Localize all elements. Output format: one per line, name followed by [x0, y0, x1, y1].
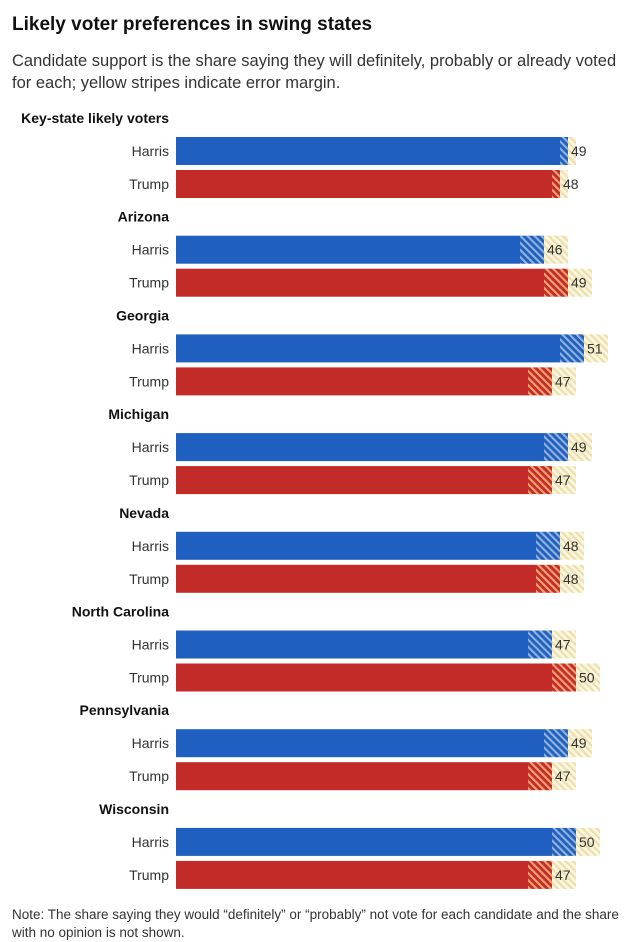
trump-value-label: 50: [579, 670, 595, 686]
trump-row-label: Trump: [129, 768, 169, 784]
trump-row-label: Trump: [129, 670, 169, 686]
harris-row-label: Harris: [132, 242, 169, 258]
trump-row-label: Trump: [129, 373, 169, 389]
trump-value-label: 47: [555, 768, 571, 784]
harris-value-label: 51: [587, 340, 603, 356]
trump-bar-uncertainty: [528, 367, 552, 396]
chart-subtitle: Candidate support is the share saying th…: [12, 52, 617, 92]
harris-value-label: 49: [571, 439, 587, 455]
harris-bar: [176, 531, 536, 560]
harris-value-label: 49: [571, 143, 587, 159]
trump-bar: [176, 170, 552, 198]
harris-bar-uncertainty: [544, 729, 568, 758]
state-label-arizona: Arizona: [118, 209, 170, 225]
trump-bar: [176, 564, 536, 593]
trump-value-label: 47: [555, 867, 571, 883]
state-label-north-carolina: North Carolina: [72, 604, 169, 620]
harris-row-label: Harris: [132, 439, 169, 455]
trump-bar-uncertainty: [528, 860, 552, 889]
trump-row-label: Trump: [129, 472, 169, 488]
trump-bar: [176, 466, 528, 495]
trump-bar-uncertainty: [536, 564, 560, 593]
harris-value-label: 48: [563, 538, 579, 554]
state-label-michigan: Michigan: [108, 406, 169, 422]
harris-value-label: 49: [571, 735, 587, 751]
harris-bar-uncertainty: [536, 531, 560, 560]
harris-bar: [176, 827, 552, 856]
state-label-georgia: Georgia: [116, 307, 169, 323]
chart-note: Note: The share saying they would “defin…: [12, 907, 619, 940]
harris-value-label: 50: [579, 834, 595, 850]
state-groups: Key-state likely voters Harris 49 Trump 48 Ar…: [21, 110, 608, 889]
harris-bar: [176, 729, 544, 758]
bar-chart: Key-state likely voters Harris 49 Trump 48 Ar…: [21, 110, 608, 889]
harris-value-label: 46: [547, 242, 563, 258]
state-label-key-state-likely-voters: Key-state likely voters: [21, 110, 169, 126]
trump-row-label: Trump: [129, 571, 169, 587]
harris-bar-uncertainty: [560, 137, 568, 165]
state-label-nevada: Nevada: [119, 505, 169, 521]
state-label-wisconsin: Wisconsin: [99, 801, 169, 817]
trump-value-label: 47: [555, 472, 571, 488]
harris-bar-uncertainty: [552, 827, 576, 856]
harris-bar-uncertainty: [560, 334, 584, 363]
harris-bar-uncertainty: [520, 235, 544, 264]
trump-bar-uncertainty: [544, 268, 568, 297]
harris-row-label: Harris: [132, 735, 169, 751]
harris-bar: [176, 137, 560, 165]
harris-row-label: Harris: [132, 637, 169, 653]
trump-bar-uncertainty: [528, 466, 552, 495]
trump-bar-uncertainty: [528, 762, 552, 791]
harris-bar-uncertainty: [544, 433, 568, 462]
chart-title: Likely voter preferences in swing states: [12, 14, 373, 35]
trump-row-label: Trump: [129, 176, 169, 192]
harris-row-label: Harris: [132, 834, 169, 850]
trump-value-label: 48: [563, 571, 579, 587]
trump-value-label: 49: [571, 275, 587, 291]
trump-bar: [176, 663, 552, 692]
harris-value-label: 47: [555, 637, 571, 653]
harris-bar: [176, 630, 528, 659]
harris-row-label: Harris: [132, 538, 169, 554]
trump-bar-uncertainty: [552, 170, 560, 198]
harris-bar-uncertainty: [528, 630, 552, 659]
harris-row-label: Harris: [132, 340, 169, 356]
trump-value-label: 47: [555, 373, 571, 389]
harris-bar: [176, 433, 544, 462]
trump-row-label: Trump: [129, 275, 169, 291]
trump-row-label: Trump: [129, 867, 169, 883]
harris-bar: [176, 334, 560, 363]
harris-bar: [176, 235, 520, 264]
trump-value-label: 48: [563, 176, 579, 192]
trump-bar: [176, 367, 528, 396]
state-label-pennsylvania: Pennsylvania: [80, 702, 170, 718]
trump-bar: [176, 762, 528, 791]
harris-row-label: Harris: [132, 143, 169, 159]
trump-bar: [176, 268, 544, 297]
trump-bar: [176, 860, 528, 889]
trump-bar-uncertainty: [552, 663, 576, 692]
